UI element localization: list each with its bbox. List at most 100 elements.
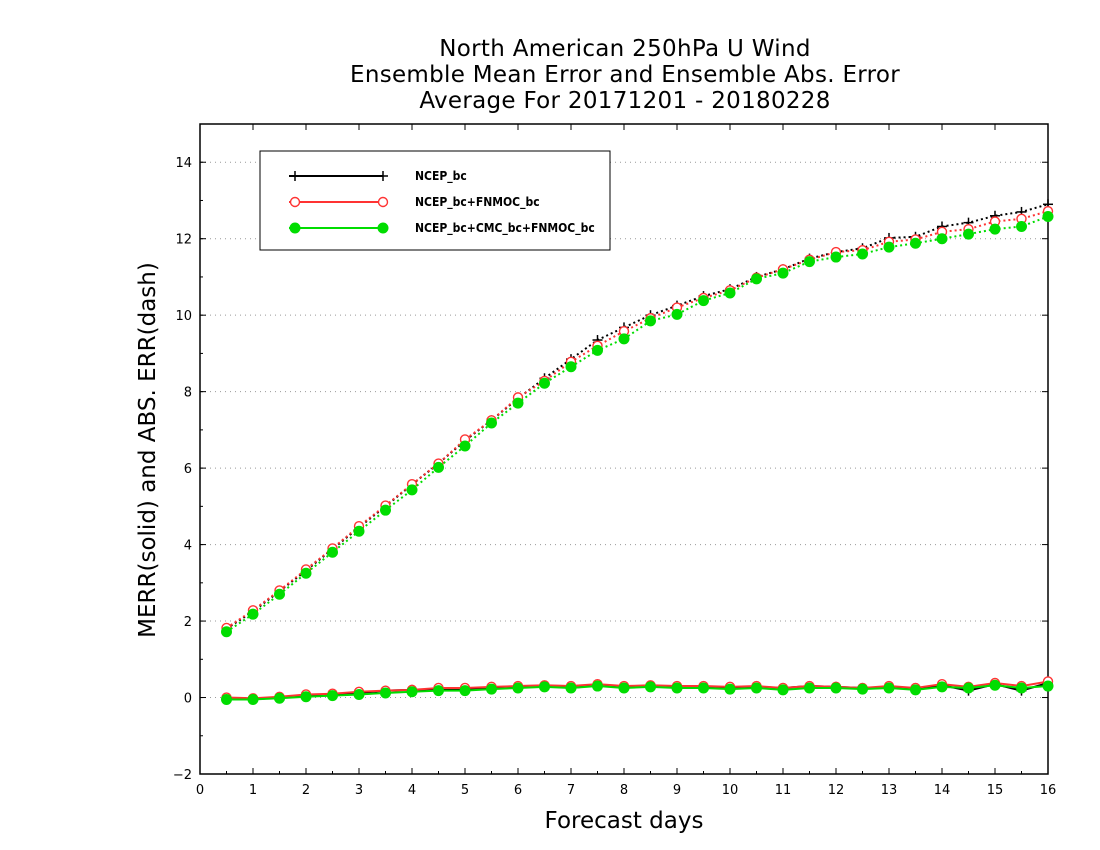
- abs-err-point: [830, 251, 842, 263]
- mean-err-point: [406, 686, 418, 698]
- x-axis-label: Forecast days: [544, 808, 704, 834]
- mean-err-point: [1042, 680, 1054, 692]
- mean-err-point: [486, 683, 497, 695]
- mean-err-point: [857, 683, 868, 695]
- mean-err-point: [698, 682, 709, 694]
- legend-label: NCEP_bc+CMC_bc+FNMOC_bc: [415, 221, 595, 236]
- legend-marker: [289, 222, 301, 234]
- abs-err-point: [380, 504, 391, 516]
- x-tick-label: 1: [249, 783, 257, 798]
- abs-err-point: [724, 287, 736, 299]
- abs-err-point: [433, 461, 444, 473]
- abs-err-line: [225, 203, 1049, 630]
- abs-err-point: [247, 608, 259, 620]
- series-0: [221, 199, 1053, 705]
- mean-err-point: [645, 681, 656, 693]
- abs-err-point: [963, 228, 974, 240]
- legend-marker: [377, 196, 389, 208]
- abs-err-point: [539, 377, 550, 389]
- abs-err-point: [512, 397, 524, 409]
- mean-err-point: [1016, 682, 1027, 694]
- x-tick-label: 2: [302, 783, 310, 798]
- y-tick-label: 0: [184, 692, 192, 707]
- x-tick-label: 13: [881, 783, 898, 798]
- mean-err-point: [300, 691, 312, 703]
- mean-err-point: [247, 693, 259, 705]
- mean-err-point: [274, 692, 285, 704]
- series-layer: [221, 199, 1054, 705]
- chart-title-line-2: Ensemble Mean Error and Ensemble Abs. Er…: [349, 62, 901, 88]
- abs-err-point: [1016, 220, 1027, 232]
- legend-label: NCEP_bc: [415, 169, 467, 184]
- series-2: [221, 211, 1054, 705]
- series-1: [221, 205, 1054, 704]
- legend-label: NCEP_bc+FNMOC_bc: [415, 195, 540, 210]
- mean-err-point: [327, 690, 338, 702]
- legend-entry-0: NCEP_bc: [289, 169, 467, 184]
- abs-err-point: [327, 546, 338, 558]
- abs-err-point: [671, 308, 683, 320]
- abs-err-point: [592, 344, 603, 356]
- y-tick-label: −2: [173, 768, 192, 783]
- mean-err-point: [963, 682, 974, 694]
- legend-entries: NCEP_bc NCEP_bc+FNMOC_bc NCEP_bc+CMC_bc+FN…: [289, 169, 595, 236]
- mean-err-point: [539, 681, 550, 693]
- x-tick-label: 5: [461, 783, 469, 798]
- abs-err-point: [777, 267, 789, 279]
- x-tick-label: 16: [1040, 783, 1057, 798]
- chart-title-line-1: North American 250hPa U Wind: [439, 36, 811, 62]
- mean-err-point: [883, 682, 895, 694]
- y-tick-label: 10: [175, 309, 192, 324]
- y-tick-label: 12: [175, 233, 192, 248]
- legend: NCEP_bc NCEP_bc+FNMOC_bc NCEP_bc+CMC_bc+FN…: [259, 150, 611, 251]
- legend-marker: [377, 222, 389, 234]
- mean-err-point: [221, 693, 232, 705]
- abs-err-point: [221, 626, 232, 638]
- abs-err-line: [225, 210, 1049, 629]
- chart-title-line-3: Average For 20171201 - 20180228: [419, 88, 831, 114]
- mean-err-point: [804, 682, 815, 694]
- x-tick-label: 12: [828, 783, 845, 798]
- mean-err-point: [565, 682, 577, 694]
- y-tick-label: 2: [184, 615, 192, 630]
- abs-err-line: [225, 215, 1049, 633]
- abs-err-point: [353, 525, 365, 537]
- mean-err-point: [724, 683, 736, 695]
- abs-err-point: [645, 315, 656, 327]
- x-tick-label: 9: [673, 783, 681, 798]
- legend-box: [259, 150, 611, 251]
- mean-err-point: [830, 682, 842, 694]
- y-axis-label: MERR(solid) and ABS. ERR(dash): [135, 262, 161, 638]
- x-tick-label: 3: [355, 783, 363, 798]
- y-tick-label: 8: [184, 386, 192, 401]
- abs-err-point: [565, 361, 577, 373]
- mean-err-point: [671, 682, 683, 694]
- x-tick-label: 8: [620, 783, 628, 798]
- x-tick-label: 14: [934, 783, 951, 798]
- abs-err-point: [857, 248, 868, 260]
- mean-err-point: [512, 682, 524, 694]
- y-tick-label: 6: [184, 462, 192, 477]
- abs-err-point: [274, 588, 285, 600]
- mean-err-point: [936, 681, 948, 693]
- x-tick-label: 0: [196, 783, 204, 798]
- legend-marker: [290, 171, 300, 181]
- mean-err-point: [751, 682, 762, 694]
- x-tick-label: 7: [567, 783, 575, 798]
- legend-entry-2: NCEP_bc+CMC_bc+FNMOC_bc: [289, 221, 595, 236]
- legend-entry-1: NCEP_bc+FNMOC_bc: [289, 195, 540, 210]
- abs-err-point: [300, 567, 312, 579]
- mean-err-point: [433, 685, 444, 697]
- mean-err-point: [777, 684, 789, 696]
- y-tick-label: 14: [175, 156, 192, 171]
- legend-marker: [378, 171, 388, 181]
- abs-err-point: [804, 256, 815, 268]
- abs-err-point: [936, 233, 948, 245]
- mean-err-point: [353, 688, 365, 700]
- legend-marker: [289, 196, 301, 208]
- mean-err-point: [380, 687, 391, 699]
- mean-err-point: [618, 682, 630, 694]
- mean-err-point: [592, 680, 603, 692]
- mean-err-point: [459, 685, 471, 697]
